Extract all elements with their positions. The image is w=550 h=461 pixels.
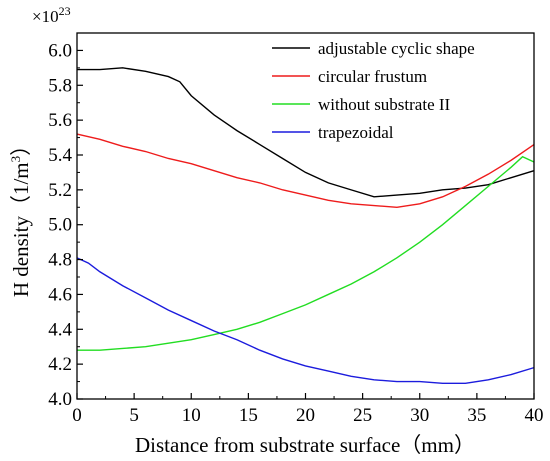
legend-label-2: circular frustum <box>318 67 427 86</box>
x-tick-label: 5 <box>129 405 139 426</box>
legend-label-4: trapezoidal <box>318 123 394 142</box>
y-tick-label: 5.0 <box>48 215 72 236</box>
y-tick-label: 4.6 <box>48 284 72 305</box>
series-line-1 <box>77 67 535 198</box>
y-tick-label: 5.8 <box>48 75 72 96</box>
axis-ticks: 0 5 10 15 20 25 30 35 40 4.0 4.2 4.4 4.6 4.8 5.0 5.2 5.4… <box>48 40 543 426</box>
x-tick-label: 10 <box>182 405 201 426</box>
x-tick-label: 25 <box>353 405 372 426</box>
y-tick-label: 4.2 <box>48 354 72 375</box>
x-axis-title: Distance from substrate surface（mm） <box>135 433 475 457</box>
x-tick-label: 35 <box>467 405 486 426</box>
legend: adjustable cyclic shape circular frustum w… <box>272 39 475 142</box>
x-tick-label: 15 <box>239 405 258 426</box>
y-tick-label: 4.8 <box>48 250 72 271</box>
series-line-4 <box>76 257 535 385</box>
series-line-3 <box>77 155 535 351</box>
plot-frame <box>76 32 535 400</box>
legend-label-1: adjustable cyclic shape <box>318 39 475 58</box>
x-tick-label: 20 <box>296 405 315 426</box>
y-tick-label: 5.4 <box>48 145 72 166</box>
legend-label-3: without substrate II <box>318 95 451 114</box>
y-tick-label: 6.0 <box>48 40 72 61</box>
x-tick-label: 0 <box>72 405 82 426</box>
x-tick-label: 40 <box>525 405 544 426</box>
y-tick-label: 5.6 <box>48 110 72 131</box>
y-tick-label: 4.4 <box>48 319 72 340</box>
x-tick-label: 30 <box>410 405 429 426</box>
y-multiplier-label: ×1023 <box>32 4 71 26</box>
y-tick-label: 4.0 <box>48 389 72 410</box>
series-line-2 <box>76 133 535 208</box>
y-tick-label: 5.2 <box>48 180 72 201</box>
y-axis-title: H density（1/m3） <box>8 135 33 297</box>
plot-series <box>76 67 535 385</box>
